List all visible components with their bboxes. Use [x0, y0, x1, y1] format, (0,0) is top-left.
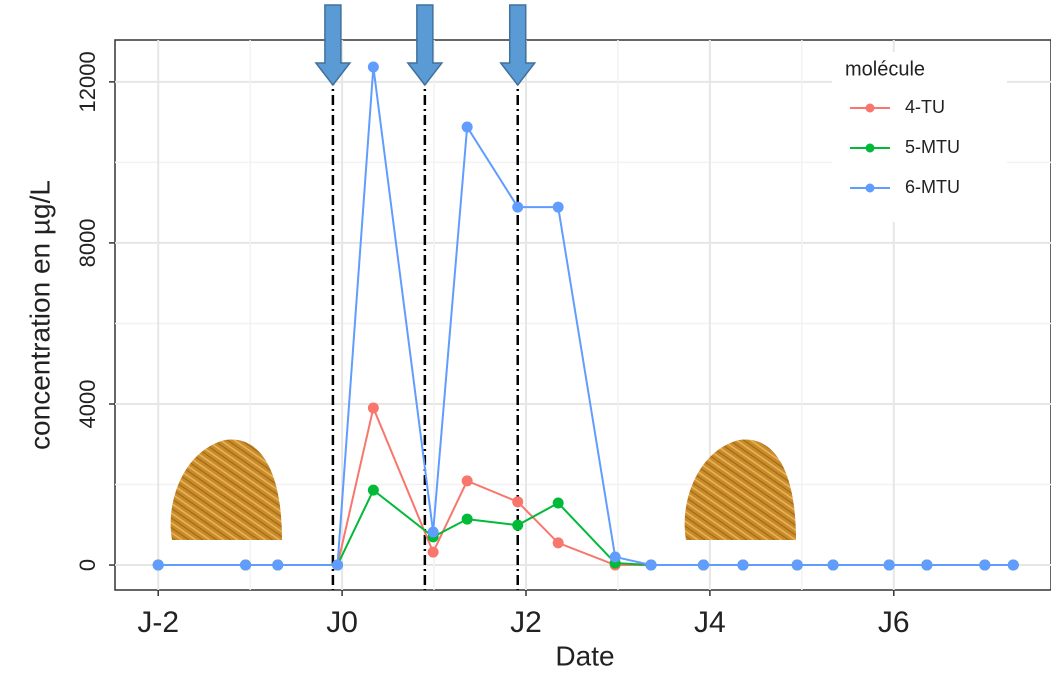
legend-swatch	[865, 103, 875, 113]
data-point	[461, 121, 473, 133]
data-point	[461, 513, 473, 525]
x-tick-label: J6	[878, 606, 910, 639]
data-point	[332, 559, 344, 571]
y-tick-label: 4000	[75, 380, 100, 429]
data-point	[921, 559, 933, 571]
data-point	[883, 559, 895, 571]
data-point	[461, 475, 473, 487]
legend-label: 6-MTU	[905, 177, 960, 197]
y-tick-label: 0	[75, 559, 100, 571]
event-arrow	[406, 4, 444, 87]
legend-box	[832, 52, 1007, 222]
data-point	[552, 201, 564, 213]
legend-swatch	[865, 183, 875, 193]
data-point	[427, 526, 439, 538]
data-point	[552, 537, 564, 549]
hay-bale	[684, 439, 796, 540]
data-point	[272, 559, 284, 571]
x-axis-title: Date	[555, 640, 614, 671]
x-tick-label: J4	[694, 606, 726, 639]
decoration	[170, 439, 796, 540]
data-point	[737, 559, 749, 571]
y-axis-title: concentration en µg/L	[24, 180, 55, 450]
event-arrow	[314, 4, 352, 87]
data-point	[609, 551, 621, 563]
data-point	[979, 559, 991, 571]
legend: molécule 4-TU 5-MTU 6-MTU	[832, 52, 1007, 222]
legend-label: 5-MTU	[905, 137, 960, 157]
x-tick-label: J2	[510, 606, 542, 639]
data-point	[512, 496, 524, 508]
data-point	[427, 546, 439, 558]
data-point	[367, 61, 379, 73]
hay-bale	[170, 439, 282, 540]
data-point	[240, 559, 252, 571]
data-point	[697, 559, 709, 571]
data-point	[791, 559, 803, 571]
y-tick-label: 12000	[75, 51, 100, 112]
data-point	[827, 559, 839, 571]
legend-title: molécule	[845, 58, 925, 80]
marks	[152, 61, 1019, 590]
legend-label: 4-TU	[905, 97, 945, 117]
data-point	[552, 497, 564, 509]
data-point	[512, 519, 524, 531]
event-arrow	[499, 4, 537, 87]
x-tick-label: J0	[326, 606, 358, 639]
x-tick-label: J-2	[137, 606, 179, 639]
data-point	[512, 201, 524, 213]
y-tick-label: 8000	[75, 218, 100, 267]
data-point	[152, 559, 164, 571]
data-point	[1007, 559, 1019, 571]
data-point	[645, 559, 657, 571]
data-point	[367, 402, 379, 414]
data-point	[367, 484, 379, 496]
legend-swatch	[865, 143, 875, 153]
